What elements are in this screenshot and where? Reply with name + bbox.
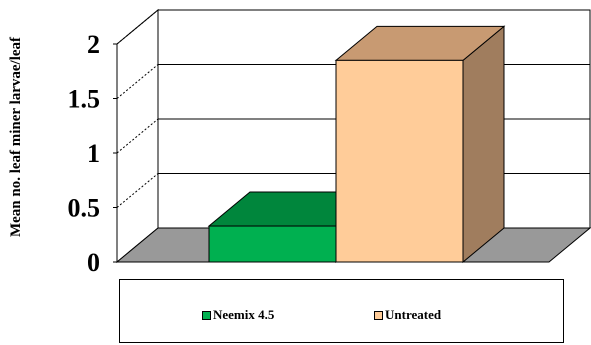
bar-front xyxy=(208,225,337,263)
bar-chart: 0 0.5 1 1.5 2 Mean no. leaf miner larvae/lea… xyxy=(8,8,591,277)
bars xyxy=(207,25,506,264)
side-wall xyxy=(116,8,159,264)
y-tick-label: 1.5 xyxy=(68,85,101,114)
legend: Neemix 4.5 Untreated xyxy=(119,279,564,343)
y-tick-label: 0 xyxy=(87,248,100,277)
bar-front xyxy=(335,59,464,263)
gridline-side xyxy=(116,118,159,154)
legend-label-neemix: Neemix 4.5 xyxy=(213,307,275,322)
gridline-side xyxy=(116,173,159,208)
legend-item-untreated: Untreated xyxy=(374,307,441,323)
legend-item-neemix: Neemix 4.5 xyxy=(202,307,274,323)
bar-untreated xyxy=(334,25,506,264)
y-tick-label: 1 xyxy=(87,139,100,168)
legend-swatch-neemix xyxy=(202,310,211,320)
gridline-side xyxy=(116,64,159,99)
gridline-side xyxy=(116,9,159,45)
y-axis-label: Mean no. leaf miner larvae/leaf xyxy=(8,36,24,237)
y-tick-label: 0.5 xyxy=(68,194,101,223)
legend-label-untreated: Untreated xyxy=(385,307,442,322)
legend-swatch-untreated xyxy=(374,310,383,320)
y-axis-ticks: 0 0.5 1 1.5 2 xyxy=(68,30,117,277)
bar-side xyxy=(462,25,505,264)
y-tick-label: 2 xyxy=(87,30,100,59)
